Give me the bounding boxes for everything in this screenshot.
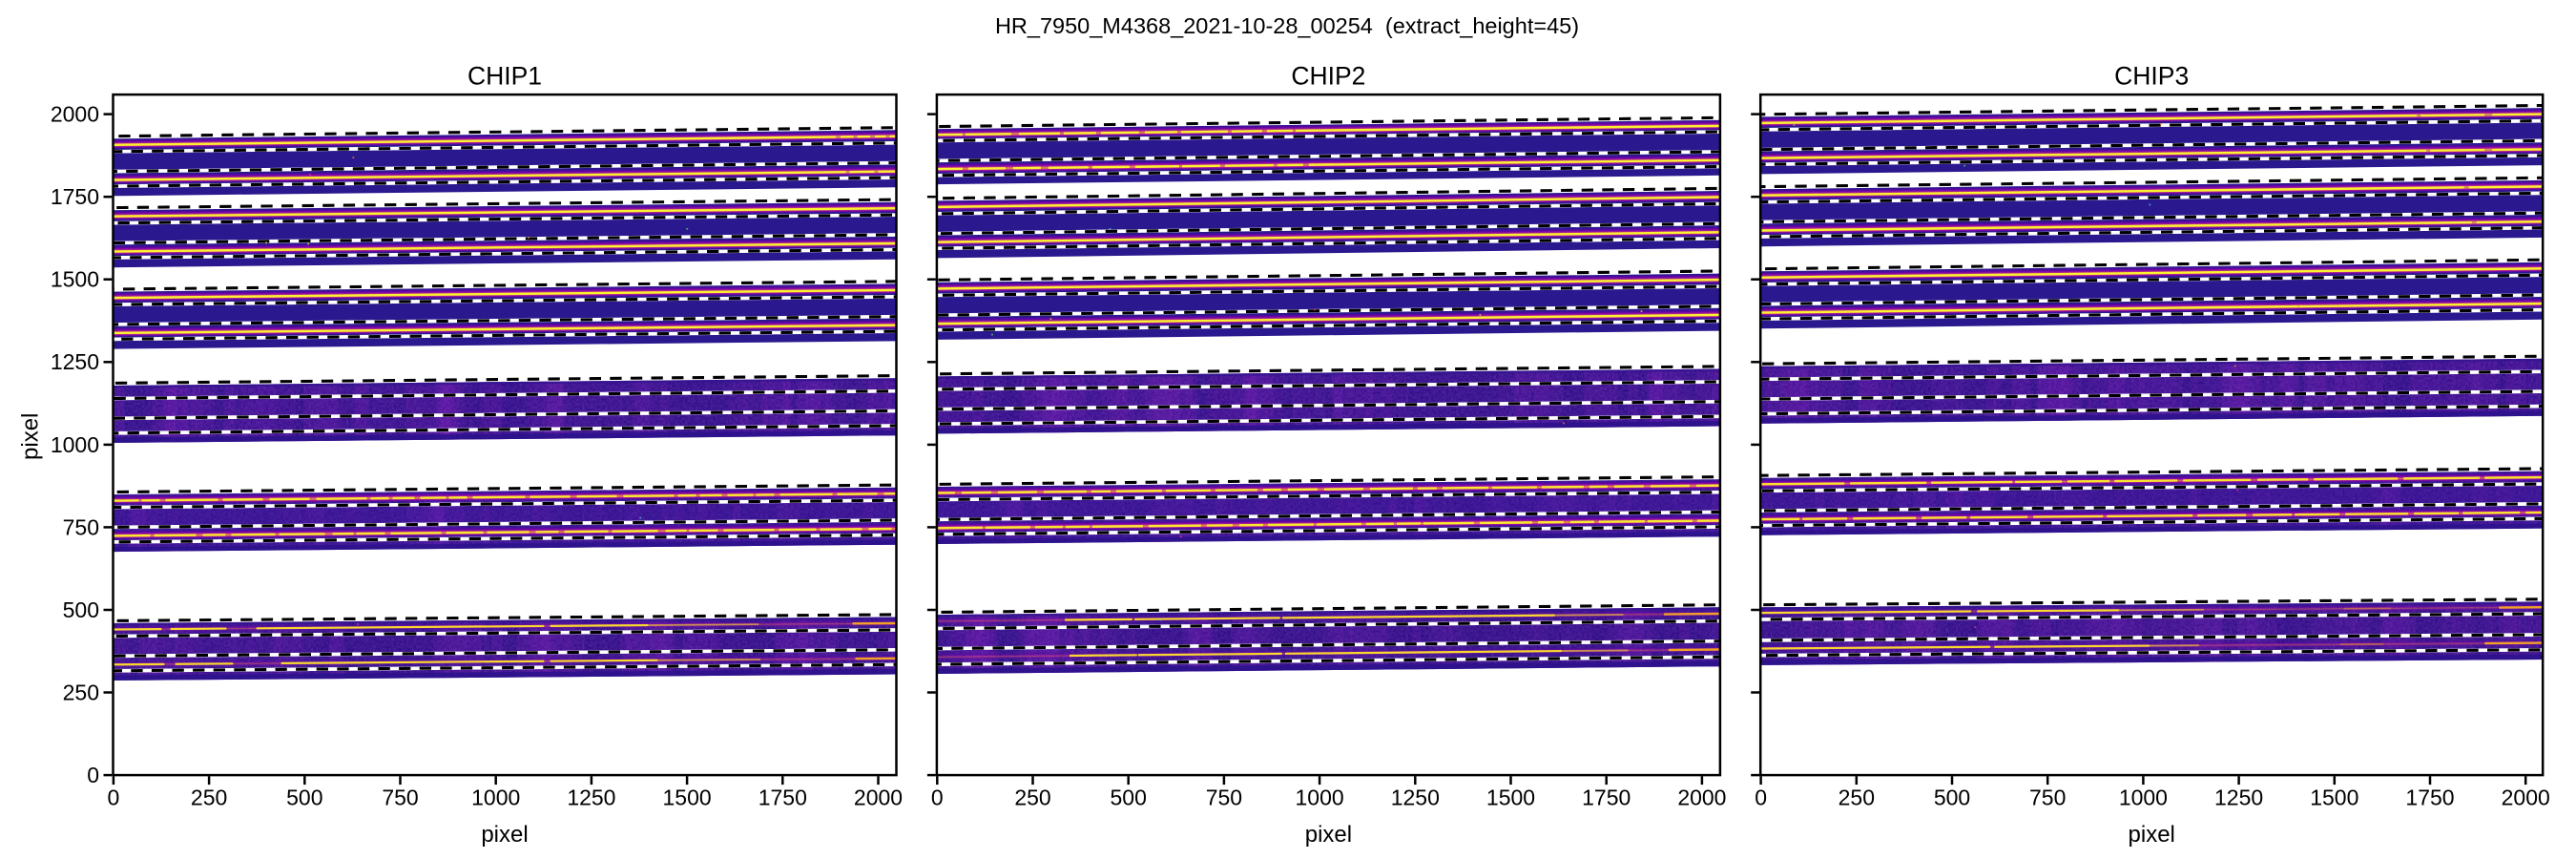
svg-text:0: 0 bbox=[87, 763, 99, 787]
svg-text:pixel: pixel bbox=[18, 413, 44, 460]
svg-text:750: 750 bbox=[382, 786, 418, 810]
svg-text:1500: 1500 bbox=[51, 267, 99, 292]
svg-text:1500: 1500 bbox=[1486, 786, 1535, 810]
svg-text:1500: 1500 bbox=[2310, 786, 2358, 810]
svg-text:1250: 1250 bbox=[51, 349, 99, 374]
svg-text:250: 250 bbox=[1839, 786, 1875, 810]
svg-text:500: 500 bbox=[63, 597, 99, 622]
svg-text:1000: 1000 bbox=[51, 432, 99, 457]
svg-text:1750: 1750 bbox=[51, 184, 99, 209]
svg-text:2000: 2000 bbox=[1677, 786, 1726, 810]
svg-text:CHIP2: CHIP2 bbox=[1291, 61, 1365, 90]
svg-text:750: 750 bbox=[2029, 786, 2066, 810]
svg-text:250: 250 bbox=[191, 786, 227, 810]
svg-text:2000: 2000 bbox=[51, 102, 99, 127]
svg-text:1250: 1250 bbox=[1391, 786, 1440, 810]
svg-text:0: 0 bbox=[108, 786, 120, 810]
svg-text:1750: 1750 bbox=[1582, 786, 1631, 810]
svg-text:CHIP1: CHIP1 bbox=[467, 61, 542, 90]
svg-text:500: 500 bbox=[1934, 786, 1970, 810]
svg-text:HR_7950_M4368_2021-10-28_00254: HR_7950_M4368_2021-10-28_00254 (extract_… bbox=[995, 13, 1579, 38]
svg-text:pixel: pixel bbox=[481, 822, 528, 848]
svg-text:CHIP3: CHIP3 bbox=[2114, 61, 2189, 90]
svg-text:pixel: pixel bbox=[2129, 822, 2175, 848]
svg-text:500: 500 bbox=[1111, 786, 1147, 810]
svg-text:250: 250 bbox=[1014, 786, 1050, 810]
svg-text:500: 500 bbox=[286, 786, 322, 810]
svg-text:0: 0 bbox=[1755, 786, 1767, 810]
svg-text:1000: 1000 bbox=[1296, 786, 1344, 810]
svg-text:1750: 1750 bbox=[758, 786, 807, 810]
svg-text:1000: 1000 bbox=[471, 786, 520, 810]
svg-text:750: 750 bbox=[63, 514, 99, 539]
svg-text:1250: 1250 bbox=[2214, 786, 2263, 810]
svg-text:pixel: pixel bbox=[1305, 822, 1352, 848]
svg-text:0: 0 bbox=[931, 786, 944, 810]
svg-text:1250: 1250 bbox=[567, 786, 615, 810]
svg-text:250: 250 bbox=[63, 680, 99, 704]
svg-text:750: 750 bbox=[1206, 786, 1242, 810]
svg-text:1000: 1000 bbox=[2119, 786, 2168, 810]
svg-text:1750: 1750 bbox=[2405, 786, 2454, 810]
svg-text:2000: 2000 bbox=[854, 786, 903, 810]
svg-text:2000: 2000 bbox=[2502, 786, 2550, 810]
svg-text:1500: 1500 bbox=[663, 786, 712, 810]
